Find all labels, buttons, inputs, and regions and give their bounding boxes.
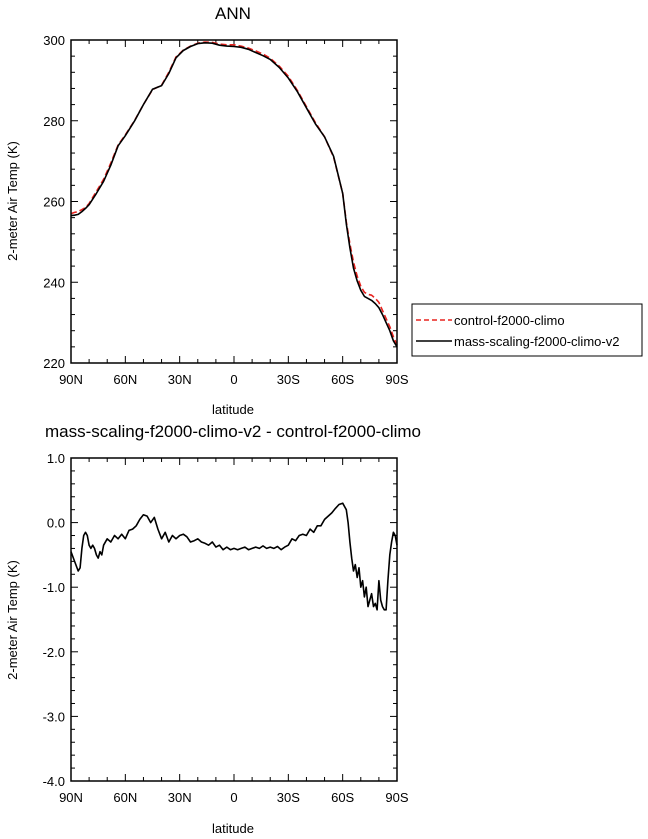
y-tick-label: 260 <box>43 195 65 210</box>
x-tick-label: 90S <box>385 790 408 805</box>
y-tick-label: 300 <box>43 33 65 48</box>
x-axis-title: latitude <box>212 402 254 417</box>
chart-title: ANN <box>215 4 251 23</box>
y-tick-label: 0.0 <box>47 516 65 531</box>
y-tick-label: 220 <box>43 356 65 371</box>
x-tick-label: 90S <box>385 372 408 387</box>
y-axis-title: 2-meter Air Temp (K) <box>5 560 20 680</box>
y-tick-label: -1.0 <box>43 580 65 595</box>
series-line-1 <box>70 41 398 348</box>
y-tick-label: 280 <box>43 114 65 129</box>
y-tick-label: -4.0 <box>43 774 65 789</box>
x-tick-label: 0 <box>230 790 237 805</box>
legend-box <box>411 303 643 357</box>
x-tick-label: 90N <box>59 790 83 805</box>
y-axis-title: 2-meter Air Temp (K) <box>5 141 20 261</box>
series-line-0 <box>70 502 398 611</box>
plot-frame <box>70 39 398 364</box>
legend: control-f2000-climo mass-scaling-f2000-c… <box>411 303 643 357</box>
y-tick-label: -3.0 <box>43 709 65 724</box>
y-tick-label: 1.0 <box>47 451 65 466</box>
plot-frame <box>70 457 398 782</box>
difference-chart: mass-scaling-f2000-climo-v2 - control-f2… <box>5 422 421 836</box>
plot-area: 90N 60N 30N 0 30S 60S 90S 1.0 0.0 -1.0 -2.0 -3.0 -4.… <box>43 451 409 805</box>
legend-label-control: control-f2000-climo <box>454 313 565 328</box>
series-line-0 <box>70 41 398 346</box>
x-axis-title: latitude <box>212 821 254 836</box>
x-tick-label: 60N <box>113 790 137 805</box>
x-tick-label: 60N <box>113 372 137 387</box>
temperature-chart: ANN 90N 60N 30N 0 30S 60S 90S 220 240 260 280 300 l… <box>5 4 643 417</box>
plot-area: 90N 60N 30N 0 30S 60S 90S 220 240 260 280 300 <box>43 33 409 387</box>
x-tick-label: 30S <box>277 790 300 805</box>
x-tick-label: 30N <box>168 372 192 387</box>
x-tick-label: 90N <box>59 372 83 387</box>
x-tick-label: 30N <box>168 790 192 805</box>
x-tick-label: 30S <box>277 372 300 387</box>
chart-title: mass-scaling-f2000-climo-v2 - control-f2… <box>45 422 421 441</box>
y-tick-label: 240 <box>43 275 65 290</box>
legend-label-mass-scaling: mass-scaling-f2000-climo-v2 <box>454 334 619 349</box>
y-tick-label: -2.0 <box>43 645 65 660</box>
x-tick-label: 60S <box>331 790 354 805</box>
x-tick-label: 60S <box>331 372 354 387</box>
x-tick-label: 0 <box>230 372 237 387</box>
